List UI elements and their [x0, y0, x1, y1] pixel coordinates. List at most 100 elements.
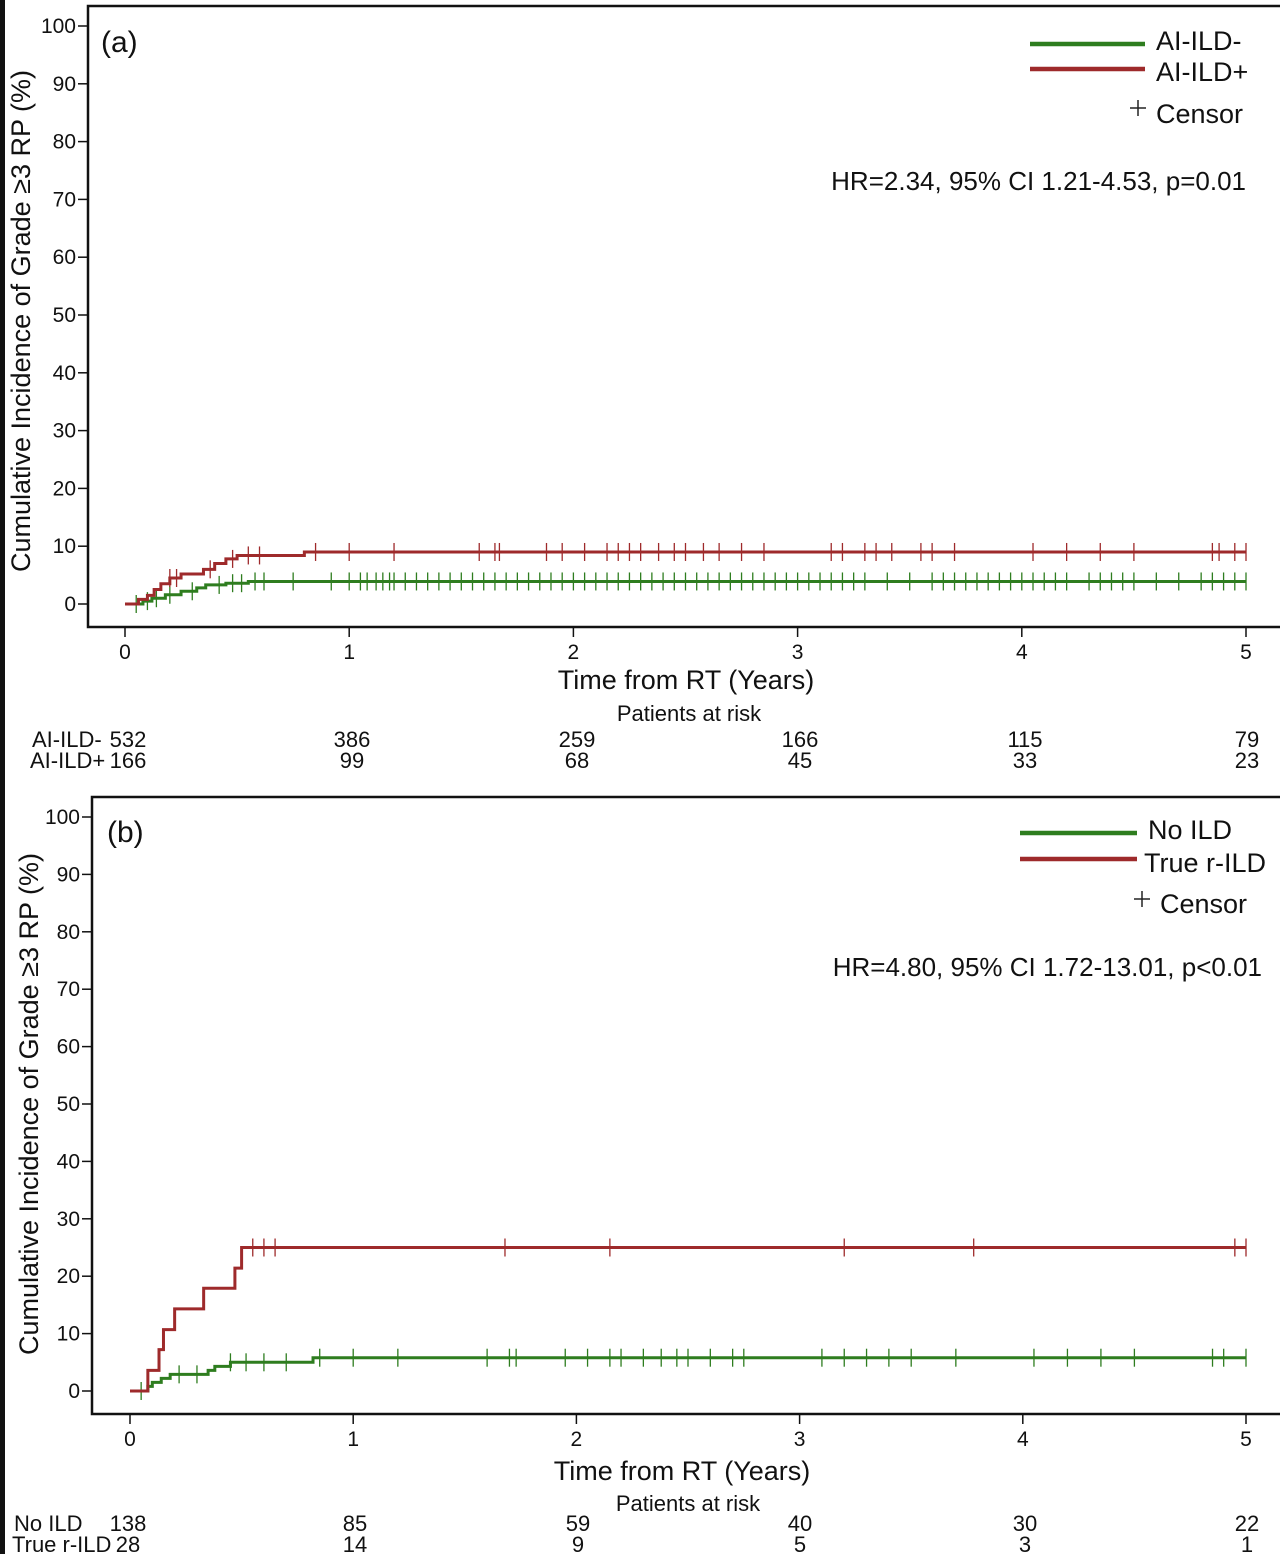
risk-value: 79 — [1235, 727, 1259, 752]
risk-value: 3 — [1019, 1532, 1031, 1554]
panel-a-risk-table: Patients at risk AI-ILD- AI-ILD+ 532 386 2… — [30, 701, 1259, 773]
legend-censor-icon — [1130, 100, 1146, 116]
x-tick-label: 1 — [347, 1428, 359, 1451]
panel-a-x-axis: 0 1 2 3 4 5 — [119, 627, 1252, 664]
panel-a-x-axis-title: Time from RT (Years) — [558, 665, 815, 695]
risk-value: 532 — [110, 727, 147, 752]
y-tick-label: 20 — [57, 1265, 80, 1288]
legend-label-no-ild: No ILD — [1148, 815, 1232, 845]
legend-label-censor: Censor — [1160, 889, 1247, 919]
risk-value: 33 — [1013, 748, 1037, 773]
x-tick-label: 0 — [119, 641, 131, 664]
y-tick-label: 10 — [57, 1323, 80, 1346]
x-tick-label: 4 — [1016, 641, 1028, 664]
y-tick-label: 80 — [57, 921, 80, 944]
panel-b-series — [130, 1238, 1247, 1400]
x-tick-label: 3 — [794, 1428, 806, 1451]
risk-value: 1 — [1241, 1532, 1253, 1554]
panel-b-risk-values: 138 85 59 40 30 22 28 14 9 5 3 1 — [110, 1511, 1260, 1554]
panel-a-risk-table-title: Patients at risk — [617, 701, 762, 726]
legend-label-ai-ild-plus: AI-ILD+ — [1156, 57, 1248, 87]
y-tick-label: 90 — [57, 863, 80, 886]
risk-value: 22 — [1235, 1511, 1259, 1536]
risk-value: 40 — [788, 1511, 812, 1536]
series-line-ai-ild — [125, 579, 1246, 606]
panel-a-hazard-ratio: HR=2.34, 95% CI 1.21-4.53, p=0.01 — [831, 166, 1246, 196]
y-tick-label: 30 — [57, 1208, 80, 1231]
y-tick-label: 20 — [53, 477, 76, 500]
risk-value: 99 — [340, 748, 364, 773]
x-tick-label: 5 — [1240, 641, 1252, 664]
panel-a-series — [125, 542, 1247, 613]
panel-b-hazard-ratio: HR=4.80, 95% CI 1.72-13.01, p<0.01 — [833, 952, 1262, 982]
panel-b-legend: No ILD True r-ILD Censor — [1020, 815, 1266, 919]
risk-row-label: True r-ILD — [12, 1532, 111, 1554]
panel-b-x-axis: 0 1 2 3 4 5 — [124, 1414, 1252, 1451]
y-tick-label: 70 — [53, 188, 76, 211]
x-tick-label: 2 — [568, 641, 580, 664]
series-line-ai-ild — [125, 550, 1246, 606]
left-edge-strip — [0, 0, 5, 1554]
risk-value: 166 — [110, 748, 147, 773]
risk-value: 23 — [1235, 748, 1259, 773]
legend-censor-icon — [1134, 891, 1150, 907]
x-tick-label: 4 — [1017, 1428, 1029, 1451]
y-tick-label: 40 — [57, 1150, 80, 1173]
y-tick-label: 90 — [53, 73, 76, 96]
risk-value: 14 — [343, 1532, 367, 1554]
risk-row-label: AI-ILD- — [32, 727, 102, 752]
x-tick-label: 2 — [571, 1428, 583, 1451]
y-tick-label: 40 — [53, 362, 76, 385]
legend-label-ai-ild-minus: AI-ILD- — [1156, 26, 1242, 56]
panel-a-legend: AI-ILD- AI-ILD+ Censor — [1030, 26, 1248, 129]
risk-value: 45 — [788, 748, 812, 773]
panel-b-risk-table-title: Patients at risk — [616, 1491, 761, 1516]
y-tick-label: 0 — [68, 1380, 80, 1403]
y-tick-label: 10 — [53, 535, 76, 558]
x-tick-label: 5 — [1240, 1428, 1252, 1451]
risk-value: 85 — [343, 1511, 367, 1536]
x-tick-label: 0 — [124, 1428, 136, 1451]
risk-value: 115 — [1007, 727, 1042, 752]
y-tick-label: 60 — [53, 246, 76, 269]
panel-b-y-axis-title: Cumulative Incidence of Grade ≥3 RP (%) — [14, 853, 44, 1355]
y-tick-label: 0 — [64, 593, 76, 616]
risk-row-label: AI-ILD+ — [30, 748, 105, 773]
risk-value: 68 — [565, 748, 589, 773]
risk-value: 59 — [566, 1511, 590, 1536]
x-tick-label: 3 — [792, 641, 804, 664]
panel-b-risk-table: Patients at risk No ILD True r-ILD 138 85… — [12, 1491, 1259, 1554]
risk-row-label: No ILD — [14, 1511, 82, 1536]
panel-a-y-axis-title: Cumulative Incidence of Grade ≥3 RP (%) — [6, 70, 36, 572]
panel-b-label: (b) — [107, 816, 144, 849]
risk-value: 9 — [572, 1532, 584, 1554]
y-tick-label: 100 — [41, 15, 76, 38]
risk-value: 259 — [559, 727, 596, 752]
series-line-no-ild — [130, 1356, 1246, 1393]
legend-label-censor: Censor — [1156, 99, 1243, 129]
panel-b-x-axis-title: Time from RT (Years) — [554, 1456, 811, 1486]
risk-value: 5 — [794, 1532, 806, 1554]
risk-value: 28 — [116, 1532, 140, 1554]
y-tick-label: 100 — [45, 806, 80, 829]
y-tick-label: 50 — [57, 1093, 80, 1116]
panel-b-plot-frame — [90, 795, 1280, 1416]
x-tick-label: 1 — [343, 641, 355, 664]
panel-a-plot-frame — [86, 4, 1280, 629]
panel-a-label: (a) — [101, 26, 138, 59]
risk-value: 30 — [1013, 1511, 1037, 1536]
risk-value: 386 — [334, 727, 371, 752]
y-tick-label: 50 — [53, 304, 76, 327]
panel-a-risk-values: 532 386 259 166 115 79 166 99 68 45 33 23 — [110, 727, 1260, 773]
y-tick-label: 70 — [57, 978, 80, 1001]
risk-value: 166 — [782, 727, 819, 752]
y-tick-label: 30 — [53, 420, 76, 443]
y-tick-label: 80 — [53, 131, 76, 154]
y-tick-label: 60 — [57, 1036, 80, 1059]
risk-value: 138 — [110, 1511, 147, 1536]
